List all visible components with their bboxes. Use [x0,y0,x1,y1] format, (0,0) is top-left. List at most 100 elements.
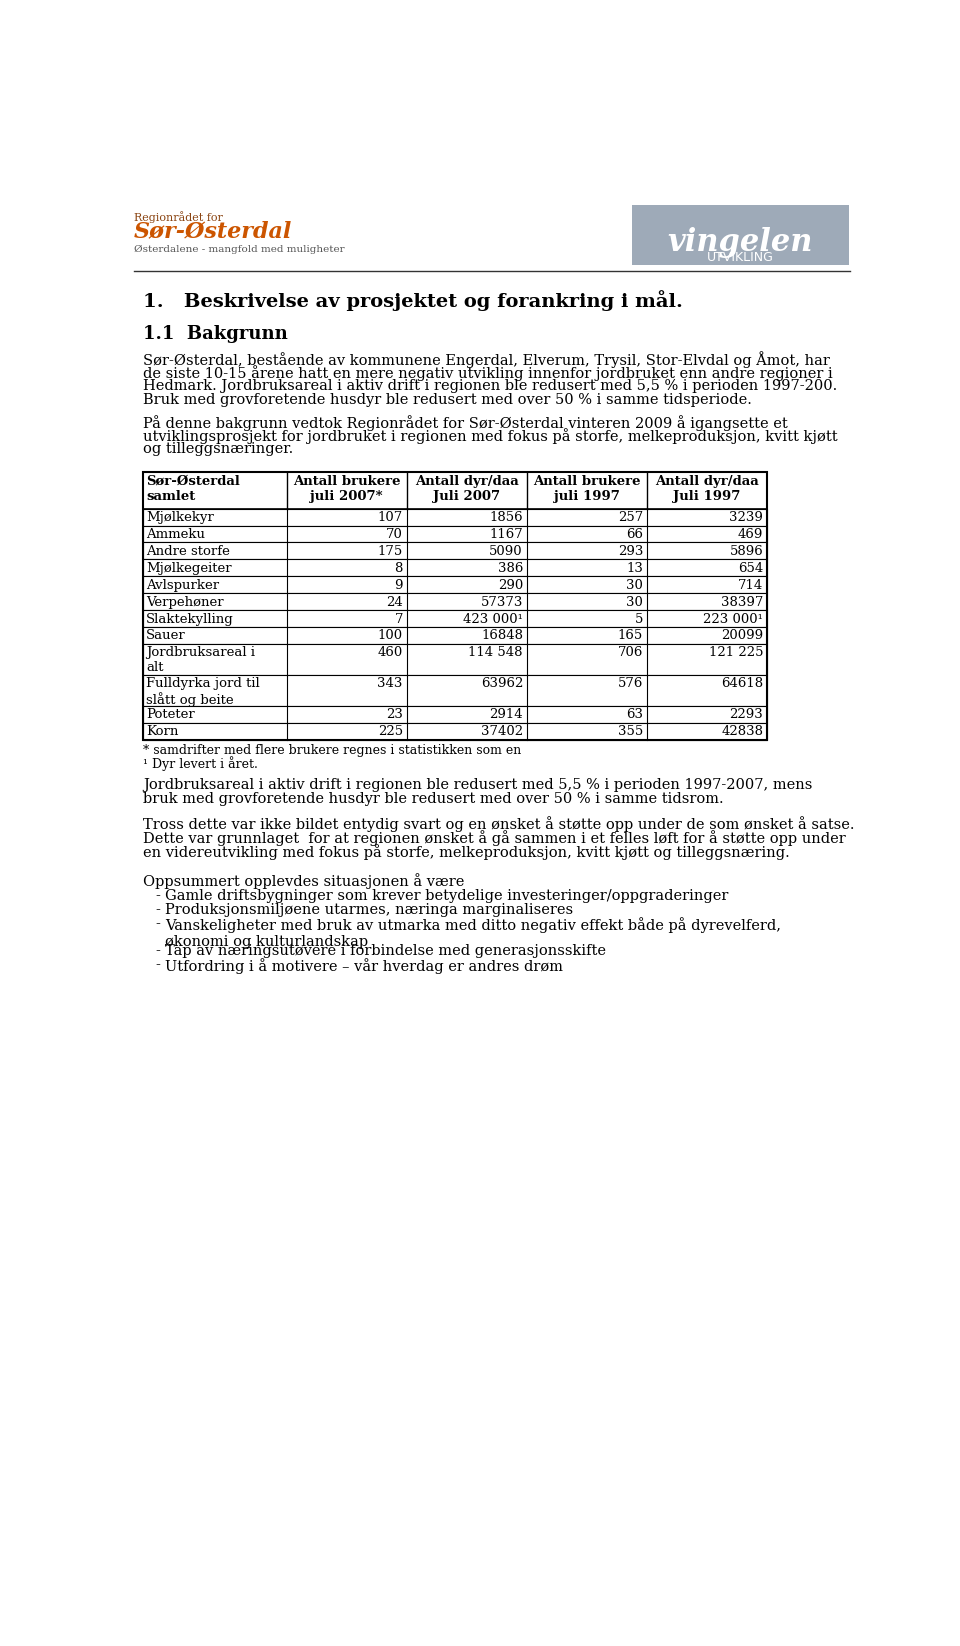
Text: Antall brukere
juli 1997: Antall brukere juli 1997 [533,474,640,502]
Text: 7: 7 [395,612,403,625]
FancyBboxPatch shape [143,472,767,509]
Text: 5896: 5896 [730,545,763,558]
Text: 423 000¹: 423 000¹ [463,612,523,625]
Text: Avlspurker: Avlspurker [146,579,220,591]
Text: Sør-Østerdal, bestående av kommunene Engerdal, Elverum, Trysil, Stor-Elvdal og Å: Sør-Østerdal, bestående av kommunene Eng… [143,352,830,369]
Text: 37402: 37402 [481,724,523,737]
Text: 3239: 3239 [730,510,763,523]
Text: en videreutvikling med fokus på storfe, melkeproduksjon, kvitt kjøtt og tilleggs: en videreutvikling med fokus på storfe, … [143,844,790,861]
Text: 5090: 5090 [490,545,523,558]
FancyBboxPatch shape [143,611,767,627]
Text: 257: 257 [618,510,643,523]
Text: 8: 8 [395,561,403,574]
Text: 1.   Beskrivelse av prosjektet og forankring i mål.: 1. Beskrivelse av prosjektet og forankri… [143,290,684,311]
Text: 63962: 63962 [481,677,523,690]
Text: Regionrådet for: Regionrådet for [134,211,223,224]
Text: 654: 654 [738,561,763,574]
Text: 576: 576 [617,677,643,690]
Text: 57373: 57373 [481,596,523,609]
Text: 1856: 1856 [490,510,523,523]
Text: 714: 714 [738,579,763,591]
Text: 2293: 2293 [730,708,763,721]
Text: 175: 175 [377,545,403,558]
Text: 100: 100 [377,629,403,642]
Text: 290: 290 [497,579,523,591]
Text: 63: 63 [626,708,643,721]
Text: -: - [155,917,159,930]
Text: 386: 386 [497,561,523,574]
Text: 16848: 16848 [481,629,523,642]
Text: Slaktekylling: Slaktekylling [146,612,234,625]
Text: -: - [155,889,159,904]
Text: Antall dyr/daa
Juli 2007: Antall dyr/daa Juli 2007 [415,474,518,502]
Text: Sør-Østerdal: Sør-Østerdal [134,221,293,242]
Text: Jordbruksareal i
alt: Jordbruksareal i alt [146,647,255,675]
FancyBboxPatch shape [143,723,767,739]
Text: Andre storfe: Andre storfe [146,545,230,558]
Text: Ammeku: Ammeku [146,528,205,542]
Text: -: - [155,958,159,973]
Text: Poteter: Poteter [146,708,195,721]
Text: 24: 24 [386,596,403,609]
Text: 9: 9 [395,579,403,591]
Text: 70: 70 [386,528,403,542]
Text: Vanskeligheter med bruk av utmarka med ditto negativ effekt både på dyrevelferd,: Vanskeligheter med bruk av utmarka med d… [165,917,780,948]
Text: 107: 107 [377,510,403,523]
Text: 2914: 2914 [490,708,523,721]
Text: Sauer: Sauer [146,629,186,642]
Text: Hedmark. Jordbruksareal i aktiv drift i regionen ble redusert med 5,5 % i period: Hedmark. Jordbruksareal i aktiv drift i … [143,379,837,393]
Text: Fulldyrka jord til
slått og beite: Fulldyrka jord til slått og beite [146,677,260,708]
Text: Verpehøner: Verpehøner [146,596,224,609]
Text: bruk med grovforetende husdyr ble redusert med over 50 % i samme tidsrom.: bruk med grovforetende husdyr ble reduse… [143,792,724,807]
Text: Produksjonsmiljøene utarmes, næringa marginaliseres: Produksjonsmiljøene utarmes, næringa mar… [165,904,573,917]
Text: Østerdalene - mangfold med muligheter: Østerdalene - mangfold med muligheter [134,245,345,255]
FancyBboxPatch shape [143,706,767,723]
Text: 42838: 42838 [721,724,763,737]
Text: 20099: 20099 [721,629,763,642]
Text: Korn: Korn [146,724,179,737]
Text: 469: 469 [738,528,763,542]
Text: 1.1  Bakgrunn: 1.1 Bakgrunn [143,324,288,342]
Text: Antall dyr/daa
Juli 1997: Antall dyr/daa Juli 1997 [655,474,759,502]
Text: Bruk med grovforetende husdyr ble redusert med over 50 % i samme tidsperiode.: Bruk med grovforetende husdyr ble reduse… [143,393,752,407]
Text: * samdrifter med flere brukere regnes i statistikken som en: * samdrifter med flere brukere regnes i … [143,744,521,757]
FancyBboxPatch shape [143,627,767,644]
Text: Tross dette var ikke bildet entydig svart og en ønsket å støtte opp under de som: Tross dette var ikke bildet entydig svar… [143,816,854,833]
FancyBboxPatch shape [143,675,767,706]
Text: 223 000¹: 223 000¹ [704,612,763,625]
Text: 225: 225 [377,724,403,737]
Text: UTVIKLING: UTVIKLING [707,252,774,265]
Text: Antall brukere
juli 2007*: Antall brukere juli 2007* [293,474,400,502]
Text: Mjølkekyr: Mjølkekyr [146,510,214,523]
FancyBboxPatch shape [143,576,767,593]
Text: 355: 355 [618,724,643,737]
Text: -: - [155,945,159,958]
Text: 30: 30 [626,596,643,609]
Text: 13: 13 [626,561,643,574]
FancyBboxPatch shape [143,525,767,543]
Text: Utfordring i å motivere – vår hverdag er andres drøm: Utfordring i å motivere – vår hverdag er… [165,958,563,974]
Text: Tap av næringsutøvere i forbindelse med generasjonsskifte: Tap av næringsutøvere i forbindelse med … [165,945,606,958]
Text: 30: 30 [626,579,643,591]
Text: 114 548: 114 548 [468,647,523,660]
Text: og tilleggsnæringer.: og tilleggsnæringer. [143,443,294,456]
Text: 706: 706 [617,647,643,660]
FancyBboxPatch shape [143,543,767,560]
Text: 343: 343 [377,677,403,690]
Text: de siste 10-15 årene hatt en mere negativ utvikling innenfor jordbruket enn andr: de siste 10-15 årene hatt en mere negati… [143,365,833,382]
Text: Gamle driftsbygninger som krever betydelige investeringer/oppgraderinger: Gamle driftsbygninger som krever betydel… [165,889,729,904]
FancyBboxPatch shape [632,206,849,265]
Text: 293: 293 [617,545,643,558]
Text: ¹ Dyr levert i året.: ¹ Dyr levert i året. [143,757,258,772]
FancyBboxPatch shape [143,644,767,675]
Text: Jordbruksareal i aktiv drift i regionen ble redusert med 5,5 % i perioden 1997-2: Jordbruksareal i aktiv drift i regionen … [143,779,812,792]
Text: 23: 23 [386,708,403,721]
Text: Oppsummert opplevdes situasjonen å være: Oppsummert opplevdes situasjonen å være [143,874,465,889]
Text: -: - [155,904,159,917]
Text: 66: 66 [626,528,643,542]
Text: 5: 5 [635,612,643,625]
Text: Sør-Østerdal
samlet: Sør-Østerdal samlet [146,474,240,502]
Text: 460: 460 [377,647,403,660]
Text: På denne bakgrunn vedtok Regionrådet for Sør-Østerdal vinteren 2009 å igangsette: På denne bakgrunn vedtok Regionrådet for… [143,415,788,431]
FancyBboxPatch shape [143,593,767,611]
